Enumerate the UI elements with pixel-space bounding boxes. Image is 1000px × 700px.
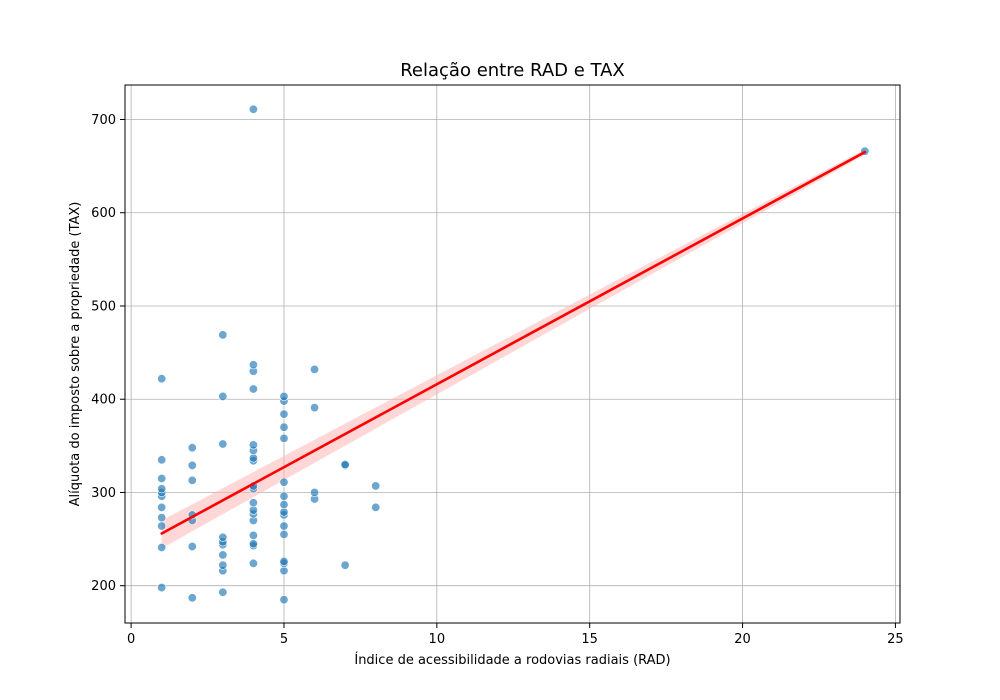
x-tick-label: 25	[887, 632, 904, 647]
confidence-band	[161, 149, 865, 549]
points-layer	[157, 104, 870, 605]
data-point	[157, 513, 167, 523]
regression-line	[160, 150, 867, 535]
data-point	[371, 481, 381, 491]
data-point	[187, 593, 197, 603]
chart-title: Relação entre RAD e TAX	[400, 60, 625, 81]
x-axis-label: Índice de acessibilidade a rodovias radi…	[354, 652, 670, 668]
data-point	[248, 453, 258, 463]
data-point	[279, 500, 289, 510]
y-tick-label: 200	[91, 579, 116, 594]
y-tick-label: 300	[91, 486, 116, 501]
data-point	[248, 384, 258, 394]
data-point	[279, 595, 289, 605]
data-point	[187, 542, 197, 552]
data-point	[279, 422, 289, 432]
data-point	[218, 439, 228, 449]
grid-layer	[125, 85, 900, 623]
data-point	[187, 475, 197, 485]
x-tick-label: 15	[581, 632, 598, 647]
data-point	[248, 440, 258, 450]
data-point	[279, 491, 289, 501]
y-tick-label: 700	[91, 113, 116, 128]
data-point	[157, 455, 167, 465]
data-point	[218, 330, 228, 340]
data-point	[279, 409, 289, 419]
data-point	[218, 391, 228, 401]
data-point	[310, 403, 320, 413]
data-point	[279, 566, 289, 576]
y-tick-label: 600	[91, 206, 116, 221]
data-point	[248, 530, 258, 540]
x-tick-label: 0	[127, 632, 135, 647]
data-point	[157, 374, 167, 384]
data-point	[279, 391, 289, 401]
data-point	[279, 521, 289, 531]
y-axis-label: Alíquota do imposto sobre a propriedade …	[68, 202, 83, 507]
data-point	[248, 498, 258, 508]
data-point	[157, 521, 167, 531]
data-point	[279, 507, 289, 517]
data-point	[218, 587, 228, 597]
data-point	[218, 550, 228, 560]
data-point	[187, 460, 197, 470]
data-point	[157, 542, 167, 552]
x-tick-label: 20	[734, 632, 751, 647]
data-point	[279, 477, 289, 487]
data-point	[279, 433, 289, 443]
data-point	[187, 443, 197, 453]
data-point	[340, 459, 350, 469]
data-point	[371, 502, 381, 512]
data-point	[218, 560, 228, 570]
data-point	[279, 529, 289, 539]
data-point	[248, 505, 258, 515]
confidence-band-layer	[161, 149, 865, 549]
plot-frame	[124, 84, 901, 624]
data-point	[248, 104, 258, 114]
data-point	[248, 539, 258, 549]
y-tick-label: 400	[91, 393, 116, 408]
data-point	[218, 532, 228, 542]
data-point	[248, 360, 258, 370]
data-point	[157, 484, 167, 494]
data-point	[340, 560, 350, 570]
x-tick-label: 5	[280, 632, 288, 647]
data-point	[310, 364, 320, 374]
axes-layer: 0 5 10 15 20 25 200 300 400 500 600 700	[91, 84, 904, 647]
data-point	[310, 487, 320, 497]
data-point	[157, 502, 167, 512]
data-point	[157, 473, 167, 483]
data-point	[248, 558, 258, 568]
data-point	[279, 556, 289, 566]
y-tick-label: 500	[91, 299, 116, 314]
x-tick-label: 10	[429, 632, 446, 647]
data-point	[157, 583, 167, 593]
regression-line-layer	[160, 150, 867, 535]
